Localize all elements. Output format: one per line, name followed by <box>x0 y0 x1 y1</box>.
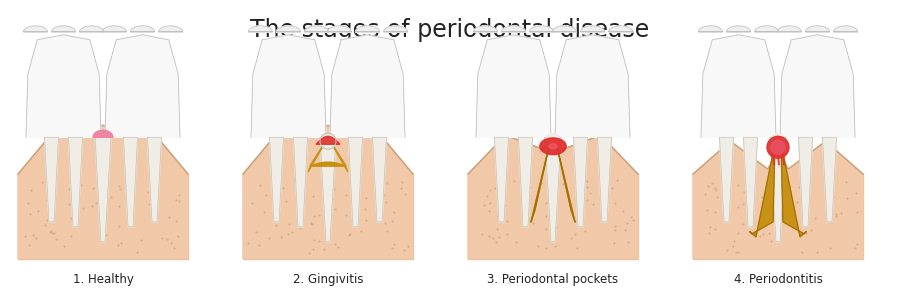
Polygon shape <box>549 144 557 149</box>
Polygon shape <box>545 137 561 242</box>
Polygon shape <box>501 26 526 32</box>
Circle shape <box>546 133 560 147</box>
Polygon shape <box>79 26 104 32</box>
Polygon shape <box>693 174 863 259</box>
Polygon shape <box>103 26 126 32</box>
Polygon shape <box>310 162 346 166</box>
Polygon shape <box>798 137 813 227</box>
Polygon shape <box>328 26 351 32</box>
Polygon shape <box>44 137 58 222</box>
Polygon shape <box>243 174 413 259</box>
Polygon shape <box>726 26 751 32</box>
Polygon shape <box>251 35 326 137</box>
Text: 4. Periodontitis: 4. Periodontitis <box>734 273 823 286</box>
Polygon shape <box>823 137 836 222</box>
Polygon shape <box>248 26 273 32</box>
Polygon shape <box>770 137 786 242</box>
Polygon shape <box>698 26 723 32</box>
Polygon shape <box>95 137 111 242</box>
Polygon shape <box>473 26 498 32</box>
Polygon shape <box>468 174 638 259</box>
Polygon shape <box>383 26 408 32</box>
Polygon shape <box>778 26 801 32</box>
Polygon shape <box>701 35 776 137</box>
Polygon shape <box>316 136 340 144</box>
Polygon shape <box>580 26 605 32</box>
Polygon shape <box>331 142 348 172</box>
Polygon shape <box>608 26 633 32</box>
Polygon shape <box>693 141 863 174</box>
Text: 1. Healthy: 1. Healthy <box>73 273 133 286</box>
Text: 3. Periodontal pockets: 3. Periodontal pockets <box>488 273 618 286</box>
Polygon shape <box>148 137 161 222</box>
Polygon shape <box>806 26 830 32</box>
Polygon shape <box>18 125 188 259</box>
Polygon shape <box>556 142 575 222</box>
Polygon shape <box>320 137 336 242</box>
Circle shape <box>767 136 789 158</box>
Polygon shape <box>555 35 630 137</box>
Polygon shape <box>308 142 325 172</box>
Polygon shape <box>573 137 588 227</box>
Circle shape <box>772 133 784 145</box>
Polygon shape <box>304 26 328 32</box>
Polygon shape <box>780 35 855 137</box>
Polygon shape <box>158 26 183 32</box>
Polygon shape <box>276 26 301 32</box>
Circle shape <box>320 133 336 149</box>
Polygon shape <box>750 142 775 237</box>
Polygon shape <box>754 26 778 32</box>
Polygon shape <box>293 137 308 227</box>
Polygon shape <box>494 137 508 222</box>
Polygon shape <box>518 137 533 227</box>
Polygon shape <box>26 35 101 137</box>
Polygon shape <box>781 142 806 237</box>
Polygon shape <box>598 137 611 222</box>
Polygon shape <box>93 130 113 137</box>
Polygon shape <box>269 137 284 222</box>
Polygon shape <box>356 26 380 32</box>
Polygon shape <box>18 125 188 174</box>
Polygon shape <box>23 26 48 32</box>
Polygon shape <box>373 137 386 222</box>
Polygon shape <box>529 26 554 32</box>
Polygon shape <box>243 125 413 174</box>
Polygon shape <box>476 35 551 137</box>
Polygon shape <box>743 137 758 227</box>
Polygon shape <box>130 26 155 32</box>
Text: The stages of periodontal disease: The stages of periodontal disease <box>250 18 650 42</box>
Polygon shape <box>51 26 76 32</box>
Polygon shape <box>123 137 138 227</box>
Polygon shape <box>330 35 405 137</box>
Polygon shape <box>468 135 638 259</box>
Polygon shape <box>833 26 858 32</box>
Polygon shape <box>348 137 363 227</box>
Polygon shape <box>18 174 188 259</box>
Polygon shape <box>243 125 413 259</box>
Polygon shape <box>105 35 180 137</box>
Polygon shape <box>468 135 638 174</box>
Polygon shape <box>553 26 576 32</box>
Polygon shape <box>531 142 550 222</box>
Polygon shape <box>68 137 83 227</box>
Polygon shape <box>693 141 863 259</box>
Polygon shape <box>719 137 733 222</box>
Polygon shape <box>540 138 566 155</box>
Text: 2. Gingivitis: 2. Gingivitis <box>292 273 364 286</box>
Circle shape <box>771 140 785 154</box>
